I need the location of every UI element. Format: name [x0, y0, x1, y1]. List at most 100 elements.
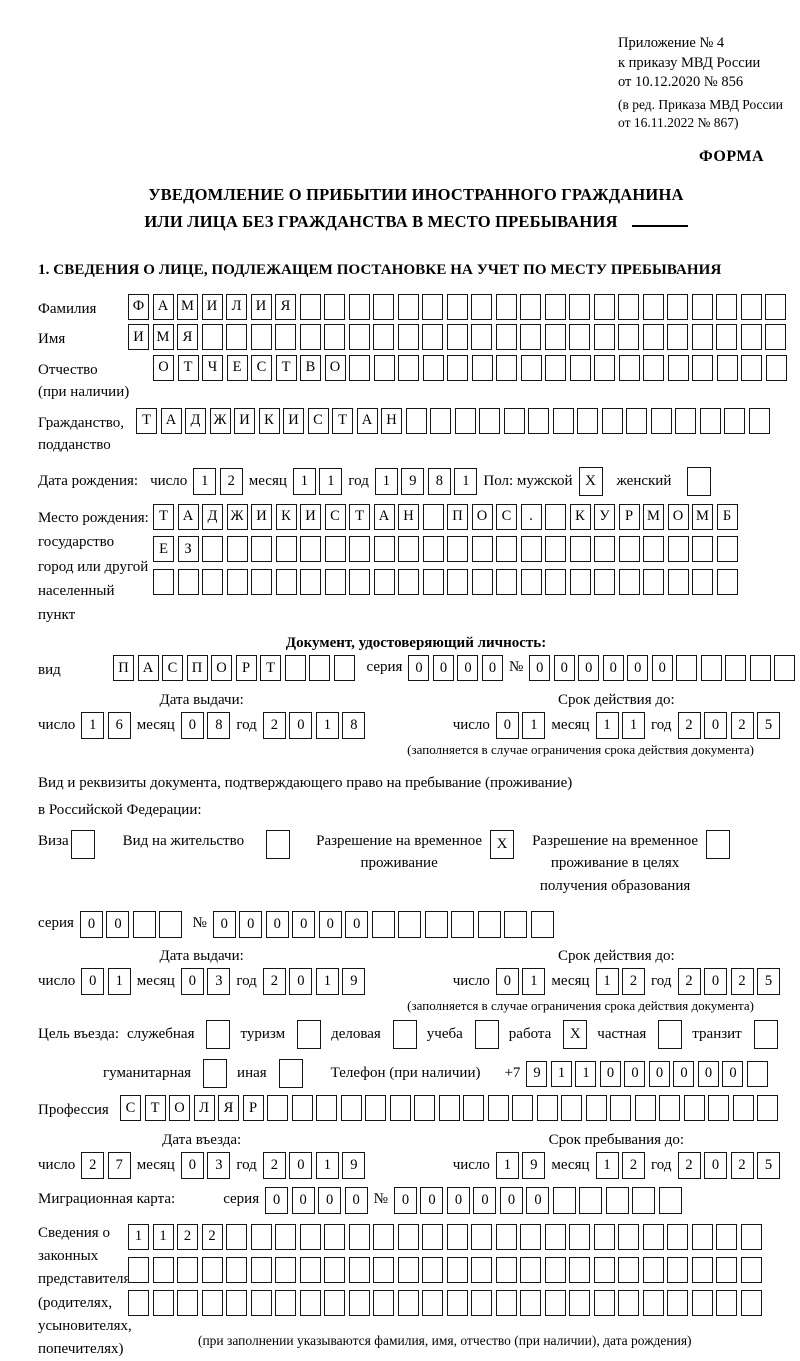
char-box[interactable]: 0: [529, 655, 551, 682]
char-box[interactable]: [300, 568, 321, 595]
char-box[interactable]: 2: [677, 711, 701, 739]
char-box[interactable]: 0: [499, 1186, 523, 1214]
char-box[interactable]: [373, 536, 395, 563]
char-box[interactable]: [618, 536, 640, 563]
char-box[interactable]: [373, 293, 394, 320]
char-box[interactable]: [422, 1289, 443, 1316]
char-box[interactable]: Т: [349, 503, 370, 530]
char-box[interactable]: 1: [522, 968, 546, 996]
char-box[interactable]: 0: [648, 1060, 670, 1087]
char-box[interactable]: [422, 324, 443, 351]
char-box[interactable]: [552, 1186, 576, 1214]
char-box[interactable]: 0: [599, 1060, 621, 1087]
char-box[interactable]: 0: [289, 968, 313, 996]
char-box[interactable]: [520, 354, 542, 381]
char-box[interactable]: 2: [730, 711, 754, 739]
purpose-humanitarian-checkbox[interactable]: [203, 1059, 228, 1089]
char-box[interactable]: [389, 1095, 411, 1122]
char-box[interactable]: О: [211, 655, 232, 682]
char-box[interactable]: [275, 1256, 296, 1283]
char-box[interactable]: 5: [757, 711, 780, 739]
char-box[interactable]: [405, 407, 427, 434]
char-box[interactable]: 0: [704, 711, 727, 739]
char-box[interactable]: [299, 293, 321, 320]
char-box[interactable]: [275, 1289, 296, 1316]
char-box[interactable]: 2: [177, 1223, 198, 1250]
char-box[interactable]: 2: [262, 711, 286, 739]
char-box[interactable]: 0: [289, 711, 313, 739]
char-box[interactable]: 0: [651, 655, 673, 682]
char-box[interactable]: [397, 1223, 419, 1250]
char-box[interactable]: О: [153, 354, 174, 381]
char-box[interactable]: 0: [212, 911, 236, 939]
char-box[interactable]: К: [569, 503, 591, 530]
purpose-tourism-checkbox[interactable]: [297, 1020, 322, 1050]
char-box[interactable]: [691, 1223, 713, 1250]
char-box[interactable]: [716, 324, 737, 351]
char-box[interactable]: И: [250, 293, 272, 320]
char-box[interactable]: [495, 293, 517, 320]
char-box[interactable]: 1: [292, 467, 316, 495]
char-box[interactable]: Ж: [226, 503, 248, 530]
char-box[interactable]: [324, 1289, 345, 1316]
char-box[interactable]: П: [447, 503, 468, 530]
char-box[interactable]: [504, 911, 528, 939]
char-box[interactable]: [226, 1289, 247, 1316]
purpose-work-checkbox[interactable]: X: [563, 1020, 588, 1050]
char-box[interactable]: [422, 354, 444, 381]
char-box[interactable]: [569, 324, 590, 351]
char-box[interactable]: [496, 354, 517, 381]
char-box[interactable]: [414, 1095, 435, 1122]
char-box[interactable]: [520, 1256, 541, 1283]
char-box[interactable]: [299, 1256, 321, 1283]
char-box[interactable]: [765, 324, 786, 351]
char-box[interactable]: [275, 536, 297, 563]
char-box[interactable]: 2: [81, 1151, 105, 1179]
char-box[interactable]: [748, 407, 770, 434]
guardians-row3-input[interactable]: [128, 1289, 762, 1316]
char-box[interactable]: [520, 293, 541, 320]
char-box[interactable]: 0: [481, 655, 503, 682]
char-box[interactable]: [463, 1095, 484, 1122]
char-box[interactable]: [250, 1223, 272, 1250]
char-box[interactable]: [373, 1256, 394, 1283]
char-box[interactable]: [552, 407, 574, 434]
char-box[interactable]: [520, 324, 541, 351]
char-box[interactable]: [446, 293, 468, 320]
char-box[interactable]: [438, 1095, 460, 1122]
char-box[interactable]: [267, 1095, 288, 1122]
guardians-row2-input[interactable]: [128, 1256, 762, 1283]
char-box[interactable]: Т: [144, 1095, 166, 1122]
char-box[interactable]: [275, 324, 296, 351]
char-box[interactable]: [422, 1256, 443, 1283]
char-box[interactable]: [632, 1186, 656, 1214]
char-box[interactable]: [397, 1256, 419, 1283]
char-box[interactable]: [520, 536, 542, 563]
char-box[interactable]: 0: [393, 1186, 417, 1214]
char-box[interactable]: [569, 293, 590, 320]
char-box[interactable]: Н: [381, 407, 402, 434]
char-box[interactable]: С: [162, 655, 183, 682]
char-box[interactable]: [250, 324, 272, 351]
char-box[interactable]: 9: [342, 1151, 366, 1179]
char-box[interactable]: [520, 568, 542, 595]
char-box[interactable]: 1: [81, 711, 105, 739]
char-box[interactable]: 1: [495, 1151, 519, 1179]
char-box[interactable]: 2: [622, 968, 646, 996]
char-box[interactable]: [226, 1223, 247, 1250]
char-box[interactable]: [749, 655, 771, 682]
char-box[interactable]: [642, 1256, 664, 1283]
char-box[interactable]: [708, 1095, 729, 1122]
char-box[interactable]: [569, 1256, 590, 1283]
char-box[interactable]: [348, 324, 370, 351]
char-box[interactable]: [471, 568, 493, 595]
